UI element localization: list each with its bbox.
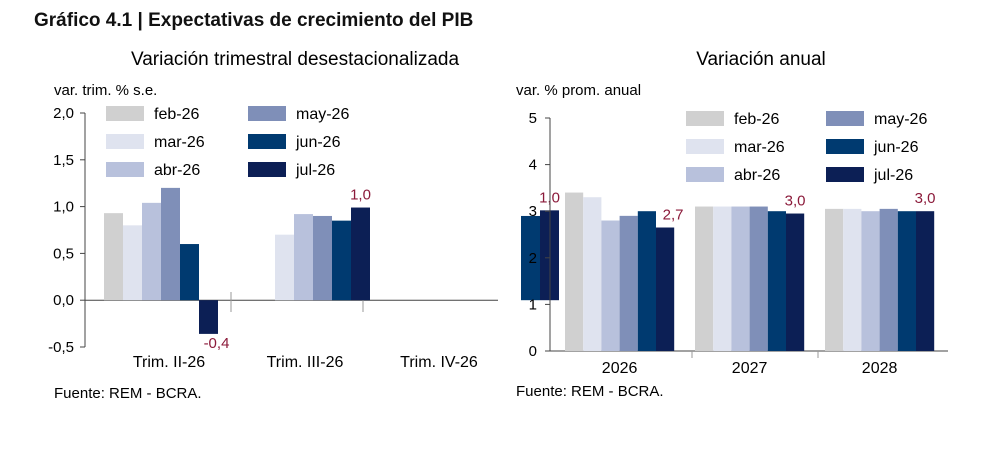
bar-abr-26: [142, 202, 161, 301]
legend-label-feb-26: feb-26: [734, 111, 779, 128]
bar-abr-26: [294, 214, 313, 301]
legend-swatch-jun-26: [826, 139, 864, 154]
legend-swatch-abr-26: [686, 167, 724, 182]
bar-mar-26: [583, 197, 602, 351]
chart-title: Variación anual: [696, 49, 826, 70]
bar-jun-26: [521, 215, 540, 301]
legend-label-abr-26: abr-26: [154, 162, 200, 179]
y-tick-label: 2,0: [53, 105, 74, 122]
bar-feb-26: [695, 206, 714, 351]
legend-swatch-feb-26: [686, 111, 724, 126]
bar-may-26: [161, 187, 180, 301]
data-label: 2,7: [663, 207, 684, 224]
data-label: 1,0: [350, 187, 371, 204]
bar-feb-26: [565, 192, 584, 351]
bar-jun-26: [637, 211, 656, 351]
legend-swatch-may-26: [826, 111, 864, 126]
y-axis-label: var. % prom. anual: [516, 82, 641, 99]
legend-swatch-jun-26: [248, 134, 286, 149]
legend-label-abr-26: abr-26: [734, 167, 780, 184]
y-tick-label: 2: [529, 250, 537, 267]
annual-chart: Variación anual var. % prom. anual 5 4 3 2 1 0 2…: [516, 49, 948, 377]
legend-label-mar-26: mar-26: [154, 134, 205, 151]
data-label: 3,0: [785, 193, 806, 210]
legend-label-may-26: may-26: [296, 106, 349, 123]
y-tick-label: 5: [529, 110, 537, 127]
legend-swatch-jul-26: [248, 162, 286, 177]
bar-mar-26: [843, 208, 862, 351]
legend-swatch-abr-26: [106, 162, 144, 177]
bar-mar-26: [123, 225, 142, 301]
figure-title: Gráfico 4.1 | Expectativas de crecimient…: [34, 10, 474, 31]
source-note-right: Fuente: REM - BCRA.: [516, 383, 664, 400]
bar-jul-26: [916, 211, 935, 351]
bar-abr-26: [861, 211, 880, 351]
y-tick-label: -0,5: [48, 339, 74, 356]
y-tick-label: 1: [529, 296, 537, 313]
legend-swatch-feb-26: [106, 106, 144, 121]
bar-jul-26: [351, 207, 370, 301]
y-tick-label: 1,5: [53, 152, 74, 169]
x-category-label: 2026: [602, 360, 638, 377]
bar-may-26: [313, 215, 332, 301]
bar-jun-26: [180, 244, 199, 301]
legend-label-jun-26: jun-26: [295, 134, 341, 151]
bar-jun-26: [767, 211, 786, 351]
x-category-label: 2027: [732, 360, 768, 377]
source-note-left: Fuente: REM - BCRA.: [54, 385, 202, 402]
bar-jun-26: [332, 220, 351, 301]
legend-label-feb-26: feb-26: [154, 106, 199, 123]
legend-label-jul-26: jul-26: [873, 167, 913, 184]
bar-jul-26: [786, 213, 805, 351]
y-tick-label: 0,5: [53, 245, 74, 262]
legend: feb-26 may-26 mar-26 jun-26 abr-26 jul-26: [686, 111, 927, 184]
legend-label-mar-26: mar-26: [734, 139, 785, 156]
x-category-label: Trim. II-26: [133, 354, 205, 371]
legend-label-may-26: may-26: [874, 111, 927, 128]
bar-jul-26: [656, 227, 675, 351]
bar-may-26: [879, 208, 898, 351]
y-tick-label: 3: [529, 203, 537, 220]
legend-swatch-may-26: [248, 106, 286, 121]
chart-title: Variación trimestral desestacionalizada: [131, 49, 460, 70]
legend-swatch-mar-26: [106, 134, 144, 149]
bar-mar-26: [713, 206, 732, 351]
y-tick-label: 4: [529, 157, 537, 174]
x-category-label: Trim. IV-26: [400, 354, 478, 371]
bar-jul-26: [199, 300, 218, 334]
bar-jun-26: [897, 211, 916, 351]
y-tick-label: 0: [529, 343, 537, 360]
data-label: -0,4: [204, 335, 230, 352]
x-category-label: Trim. III-26: [267, 354, 344, 371]
data-label: 3,0: [915, 190, 936, 207]
legend-swatch-mar-26: [686, 139, 724, 154]
legend-label-jun-26: jun-26: [873, 139, 919, 156]
bar-may-26: [749, 206, 768, 351]
quarterly-chart: Variación trimestral desestacionalizada v…: [48, 49, 560, 371]
x-category-label: 2028: [862, 360, 898, 377]
bar-may-26: [619, 215, 638, 351]
bar-mar-26: [275, 234, 294, 301]
y-tick-label: 0,0: [53, 292, 74, 309]
y-axis-label: var. trim. % s.e.: [54, 82, 157, 99]
legend: feb-26 may-26 mar-26 jun-26 abr-26 jul-26: [106, 106, 349, 179]
bar-feb-26: [825, 208, 844, 351]
legend-swatch-jul-26: [826, 167, 864, 182]
bar-abr-26: [731, 206, 750, 351]
legend-label-jul-26: jul-26: [295, 162, 335, 179]
bar-abr-26: [601, 220, 620, 351]
bar-feb-26: [104, 213, 123, 301]
y-tick-label: 1,0: [53, 199, 74, 216]
